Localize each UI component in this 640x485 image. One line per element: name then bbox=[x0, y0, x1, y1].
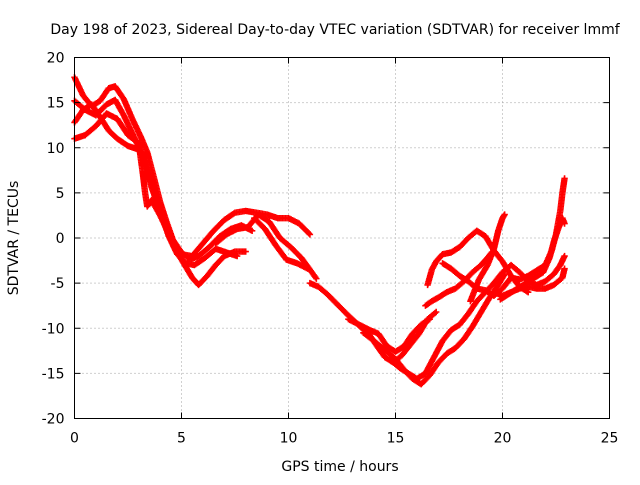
y-tick-label: 5 bbox=[56, 186, 65, 202]
grid-lines bbox=[74, 57, 610, 419]
data-point bbox=[426, 316, 433, 323]
y-tick-label: 10 bbox=[47, 141, 65, 157]
y-tick-label: -20 bbox=[42, 412, 65, 428]
y-tick-label: -10 bbox=[42, 321, 65, 337]
axes bbox=[74, 57, 610, 419]
data-point bbox=[233, 252, 241, 260]
data-point bbox=[242, 248, 249, 255]
data-point bbox=[304, 265, 311, 272]
data-point bbox=[248, 227, 256, 234]
series-pass-14 bbox=[467, 211, 508, 305]
series-pass-4 bbox=[71, 110, 314, 260]
data-point bbox=[501, 211, 508, 218]
y-tick-label: 0 bbox=[56, 231, 65, 247]
data-point bbox=[305, 230, 313, 237]
x-tick-label: 25 bbox=[601, 431, 619, 447]
x-tick-label: 20 bbox=[494, 431, 512, 447]
chart-title: Day 198 of 2023, Sidereal Day-to-day VTE… bbox=[50, 22, 620, 38]
data-point bbox=[313, 275, 320, 282]
data-point bbox=[306, 231, 314, 238]
series-pass-6 bbox=[251, 214, 311, 272]
series-pass-5 bbox=[212, 211, 320, 282]
data-point bbox=[561, 252, 568, 260]
x-tick-label: 10 bbox=[280, 431, 298, 447]
y-tick-label: -15 bbox=[42, 366, 65, 382]
x-tick-label: 0 bbox=[70, 431, 79, 447]
tick-labels: 0 5 10 15 20 25 20 15 10 5 0 -5 -10 -15 -20 bbox=[42, 51, 619, 447]
y-tick-label: -5 bbox=[51, 276, 65, 292]
series-pass-16 bbox=[490, 265, 568, 299]
data-point bbox=[561, 175, 568, 182]
data-point bbox=[432, 308, 440, 316]
x-tick-label: 5 bbox=[177, 431, 186, 447]
y-tick-label: 20 bbox=[47, 51, 65, 67]
data-point bbox=[561, 265, 568, 272]
series-pass-11 bbox=[422, 249, 495, 309]
x-axis-label: GPS time / hours bbox=[281, 459, 398, 475]
data-point bbox=[561, 220, 568, 227]
y-axis-label: SDTVAR / TECUs bbox=[6, 181, 22, 296]
data-point bbox=[431, 309, 439, 317]
x-tick-label: 15 bbox=[387, 431, 405, 447]
data-point bbox=[524, 288, 532, 296]
data-point bbox=[312, 274, 319, 281]
y-tick-label: 15 bbox=[47, 96, 65, 112]
series-pass-8 bbox=[345, 316, 433, 355]
data-markers bbox=[71, 74, 568, 388]
